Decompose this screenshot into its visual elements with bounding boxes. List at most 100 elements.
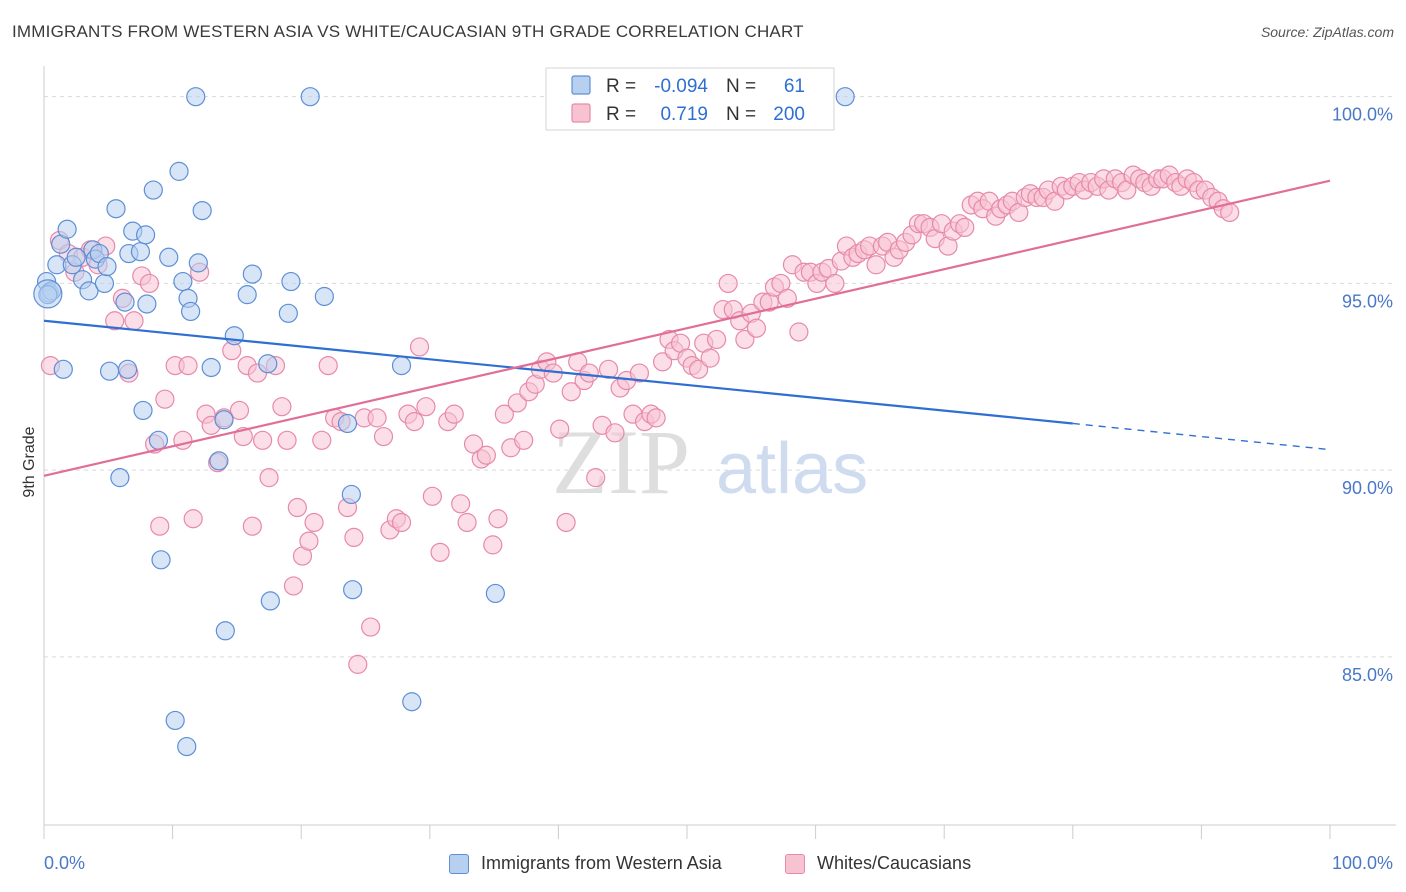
data-point	[629, 363, 650, 383]
data-point	[507, 393, 527, 413]
data-point	[314, 286, 334, 307]
watermark-atlas: atlas	[716, 429, 868, 509]
data-point	[155, 389, 175, 409]
data-point	[258, 354, 278, 374]
data-point	[151, 550, 171, 570]
data-point	[866, 255, 886, 275]
y-tick-label: 100.0%	[1332, 105, 1393, 125]
data-point	[416, 397, 436, 417]
data-point	[605, 423, 625, 443]
data-point	[318, 355, 338, 376]
data-point	[550, 419, 570, 439]
data-point	[404, 412, 424, 432]
data-point	[133, 400, 153, 421]
data-point	[159, 247, 179, 267]
data-point	[253, 430, 273, 450]
data-point	[94, 273, 115, 294]
data-point	[361, 617, 381, 637]
data-point	[598, 359, 619, 379]
legend-n-value-1: 61	[784, 76, 805, 97]
data-point	[700, 348, 720, 368]
data-point	[188, 253, 208, 273]
legend-r-label-2: R =	[606, 104, 636, 125]
data-point	[367, 408, 387, 428]
data-point	[586, 468, 606, 488]
data-point	[178, 355, 198, 376]
data-point	[341, 484, 361, 505]
data-point	[135, 225, 156, 245]
source-label: Source: ZipAtlas.com	[1260, 24, 1394, 40]
data-point	[242, 516, 262, 536]
data-point	[272, 397, 292, 417]
data-point	[177, 736, 197, 757]
bottom-legend-label-blue: Immigrants from Western Asia	[481, 853, 722, 873]
data-point	[33, 279, 63, 309]
x-tick-label-left: 0.0%	[44, 853, 85, 873]
data-point	[278, 303, 298, 323]
data-point	[688, 359, 709, 379]
data-point	[110, 468, 130, 488]
data-point	[283, 576, 304, 596]
data-point	[430, 542, 450, 562]
legend-r-value-1: -0.094	[654, 76, 708, 97]
y-axis-label: 9th Grade	[21, 426, 38, 497]
data-point	[214, 410, 234, 430]
data-point	[281, 271, 301, 292]
data-point	[312, 430, 332, 450]
data-point	[463, 434, 484, 454]
data-point	[229, 400, 250, 421]
data-point	[299, 531, 319, 551]
x-tick-label-right: 100.0%	[1332, 853, 1393, 873]
data-point	[488, 509, 508, 529]
chart-title: IMMIGRANTS FROM WESTERN ASIA VS WHITE/CA…	[12, 22, 804, 41]
data-point	[97, 257, 117, 277]
data-point	[124, 311, 144, 331]
data-point	[117, 359, 138, 379]
data-point	[556, 512, 576, 533]
data-point	[348, 654, 368, 674]
data-point	[277, 430, 297, 450]
trend-line-whites	[43, 179, 1331, 477]
data-point	[186, 87, 206, 107]
data-point	[242, 264, 262, 284]
legend-r-label-1: R =	[606, 76, 636, 97]
data-point	[444, 404, 464, 424]
data-point	[514, 430, 534, 450]
data-point	[391, 355, 412, 376]
data-point	[137, 294, 157, 314]
legend-swatch-blue	[571, 75, 591, 95]
legend-swatch-pink	[571, 103, 591, 123]
trend-lines	[43, 179, 1331, 477]
data-point	[115, 292, 135, 312]
data-point	[139, 273, 160, 294]
bottom-legend-swatch-blue	[449, 853, 469, 874]
legend-r-value-2: 0.719	[660, 104, 708, 125]
data-point	[646, 408, 666, 428]
axes	[43, 66, 1396, 839]
data-point	[337, 413, 358, 434]
legend-n-label-1: N =	[726, 76, 756, 97]
y-tick-label: 85.0%	[1342, 665, 1393, 685]
trend-line-immigrants-extension	[1072, 422, 1331, 451]
data-point	[300, 87, 320, 107]
y-tick-label: 95.0%	[1342, 291, 1393, 311]
data-point	[373, 426, 394, 447]
data-point	[130, 242, 151, 262]
data-point	[457, 512, 477, 533]
data-point	[209, 451, 229, 471]
data-point	[148, 430, 169, 450]
bottom-legend-item-blue: Immigrants from Western Asia	[449, 853, 722, 874]
series-immigrants-points	[33, 87, 855, 757]
data-point	[215, 621, 235, 641]
data-point	[422, 486, 442, 506]
data-point	[143, 180, 163, 200]
bottom-legend: Immigrants from Western Asia Whites/Cauc…	[0, 850, 1406, 880]
data-point	[173, 271, 193, 292]
data-point	[181, 301, 201, 322]
y-tick-label: 90.0%	[1342, 478, 1393, 498]
data-point	[201, 357, 221, 378]
data-point	[183, 509, 203, 529]
data-point	[955, 217, 975, 237]
data-point	[746, 318, 767, 338]
